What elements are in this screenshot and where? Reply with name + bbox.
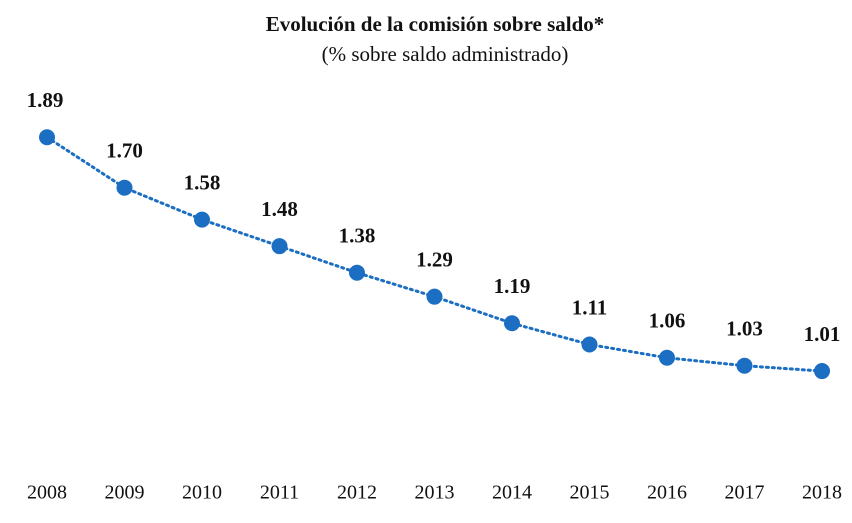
x-tick-label: 2012 bbox=[337, 482, 377, 504]
data-label: 1.03 bbox=[726, 317, 763, 341]
x-tick-label: 2013 bbox=[415, 482, 455, 504]
data-point bbox=[504, 315, 520, 332]
x-tick-label: 2016 bbox=[647, 482, 687, 504]
x-tick-label: 2010 bbox=[182, 482, 222, 504]
data-label: 1.48 bbox=[261, 197, 298, 221]
data-label: 1.06 bbox=[649, 309, 686, 333]
data-point bbox=[814, 363, 830, 380]
data-point bbox=[581, 336, 598, 353]
x-tick-label: 2011 bbox=[260, 482, 299, 504]
data-label: 1.58 bbox=[184, 170, 221, 194]
data-label: 1.70 bbox=[106, 139, 143, 163]
x-tick-label: 2018 bbox=[802, 482, 842, 504]
data-label: 1.11 bbox=[572, 295, 608, 319]
data-point bbox=[39, 129, 55, 146]
x-tick-label: 2008 bbox=[27, 482, 67, 504]
data-point bbox=[659, 349, 675, 366]
data-point bbox=[116, 179, 133, 196]
x-tick-label: 2017 bbox=[725, 482, 765, 504]
data-label: 1.01 bbox=[804, 322, 841, 346]
data-label: 1.19 bbox=[494, 274, 531, 298]
data-point bbox=[426, 288, 443, 305]
x-tick-label: 2014 bbox=[492, 482, 532, 504]
data-point bbox=[349, 264, 365, 281]
data-point bbox=[271, 238, 288, 255]
chart-title: Evolución de la comisión sobre saldo* bbox=[266, 12, 605, 36]
data-point bbox=[736, 357, 753, 374]
chart-subtitle: (% sobre saldo administrado) bbox=[322, 42, 569, 66]
data-label: 1.89 bbox=[27, 88, 64, 112]
x-tick-label: 2009 bbox=[105, 482, 145, 504]
data-point bbox=[194, 211, 210, 228]
data-label: 1.29 bbox=[416, 247, 453, 271]
data-label: 1.38 bbox=[339, 224, 376, 248]
x-tick-label: 2015 bbox=[570, 482, 610, 504]
